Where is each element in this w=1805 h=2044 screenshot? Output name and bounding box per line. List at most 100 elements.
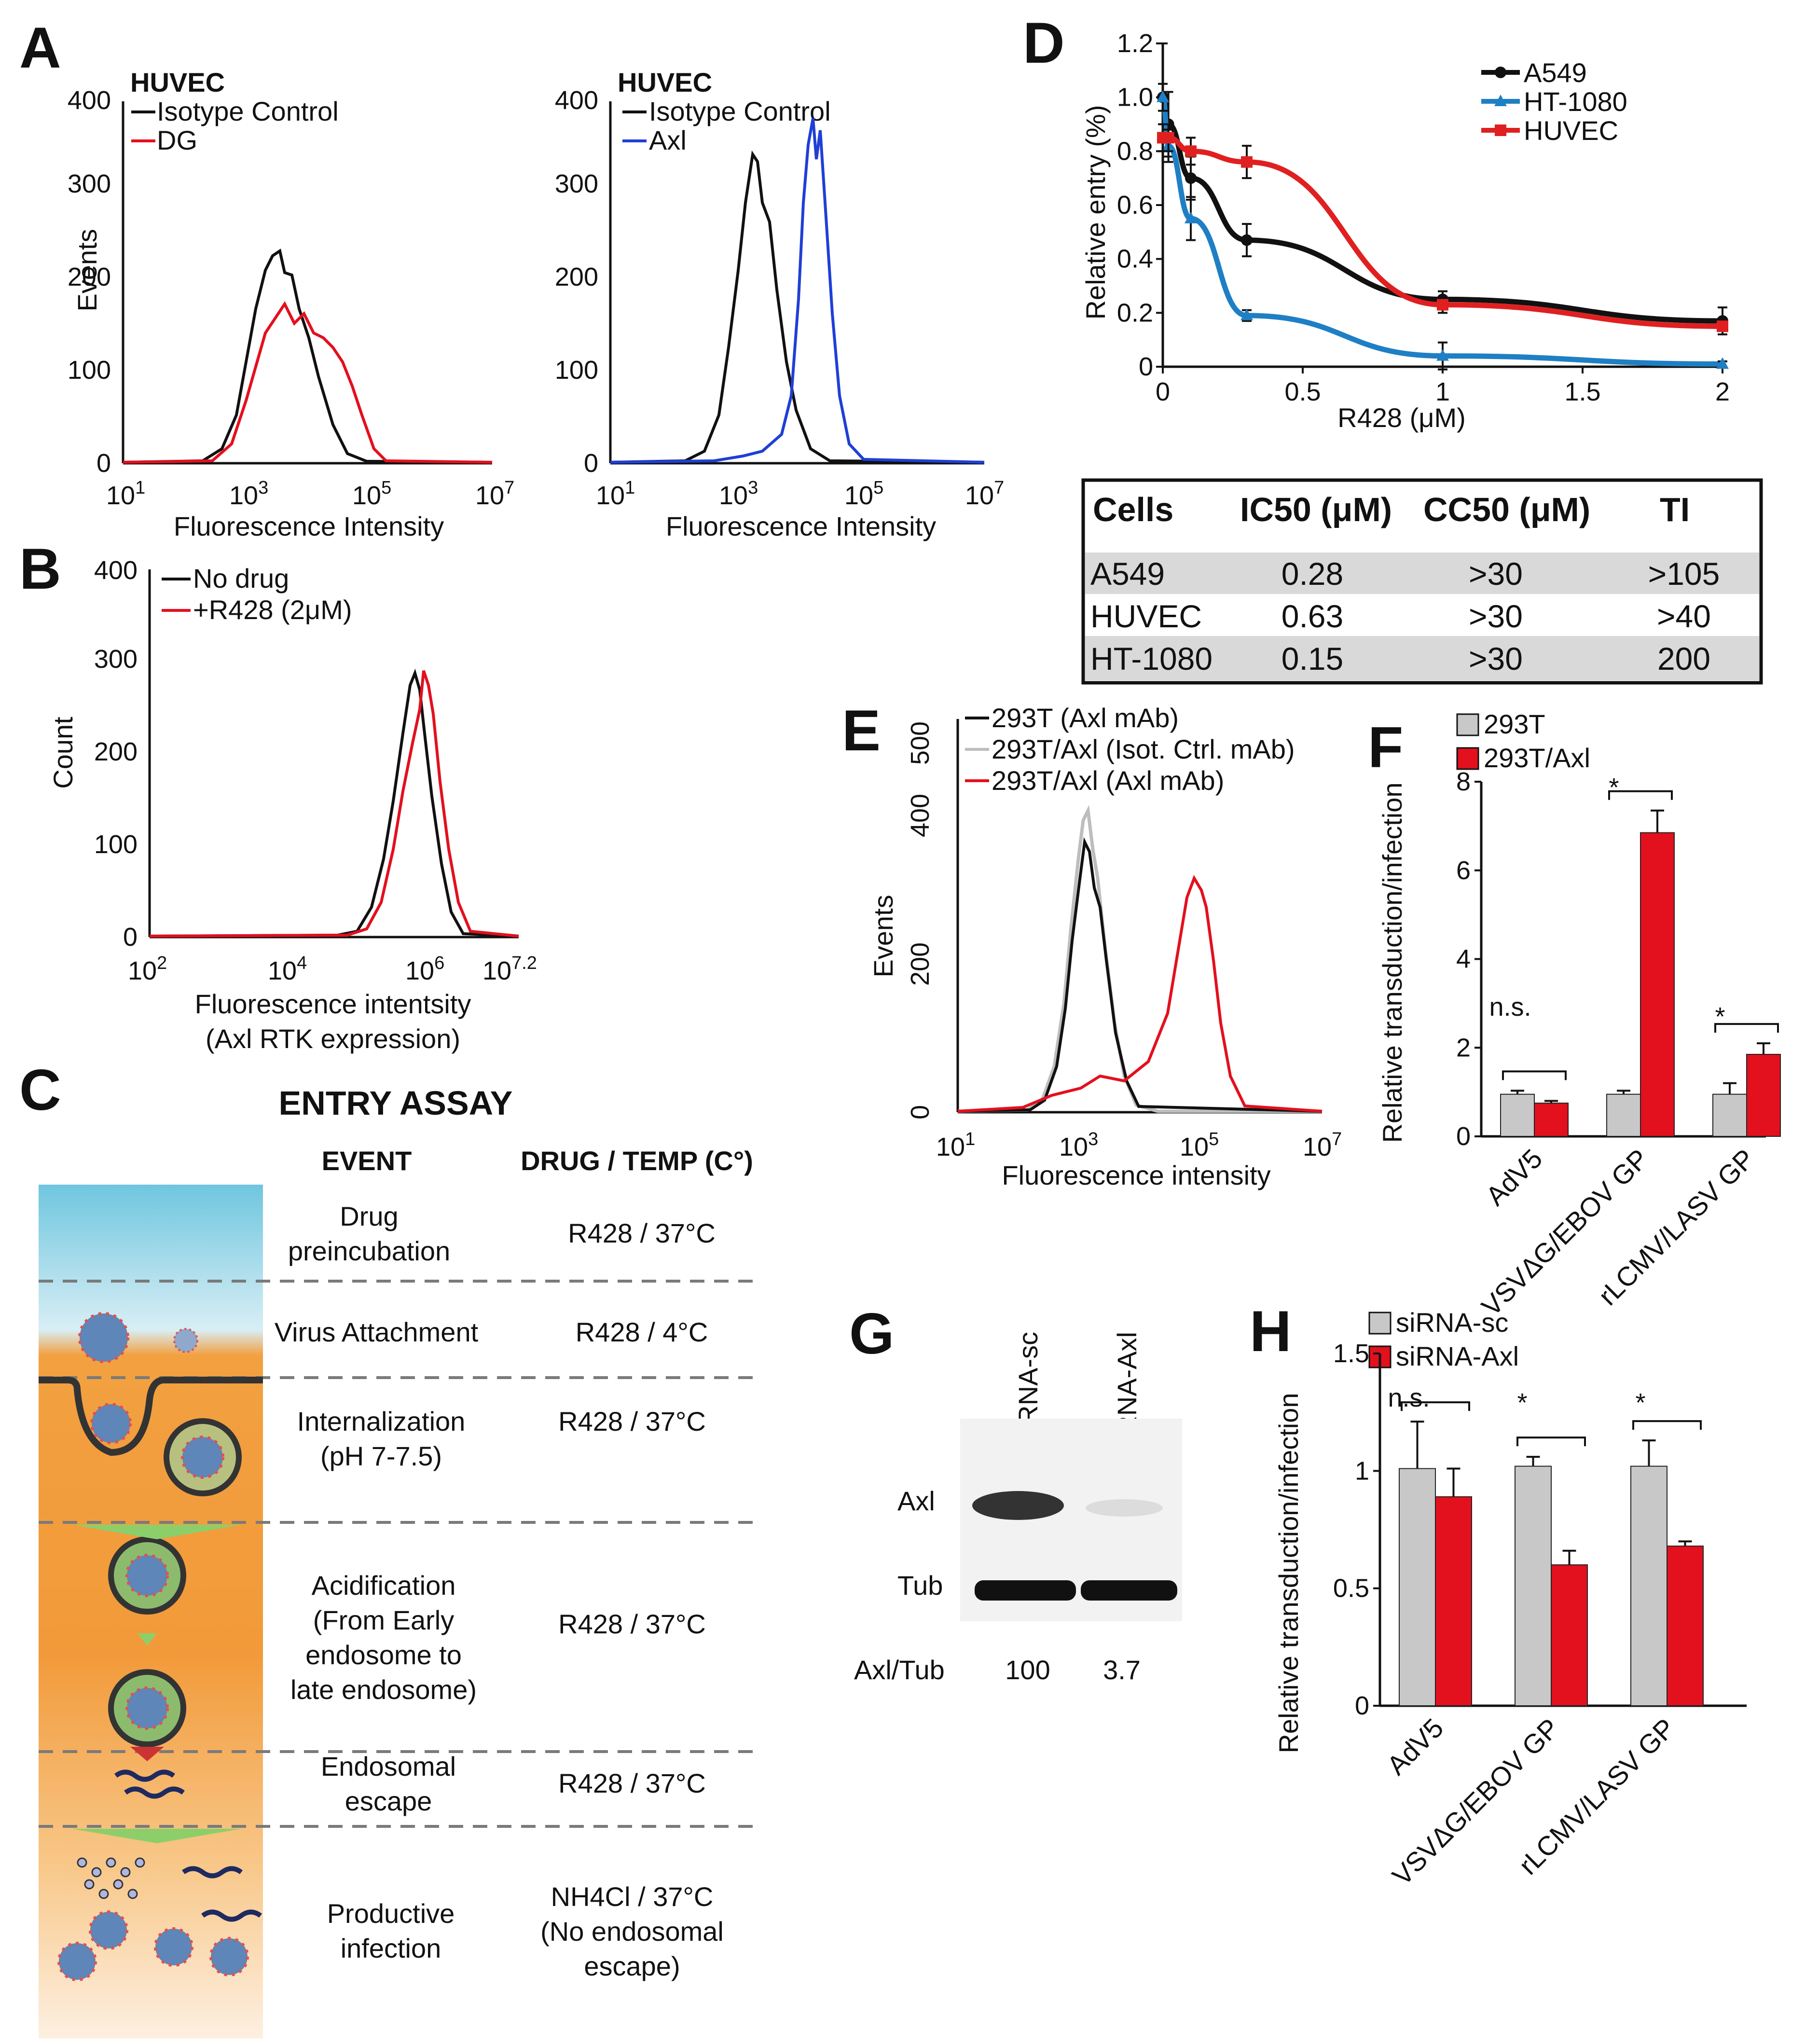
panel-c-drug-1: R428 / 4°C: [576, 1317, 708, 1347]
panel-b-ytick-2: 200: [94, 737, 138, 766]
panel-g-ratio-0: 100: [1005, 1655, 1050, 1685]
panel-h-bar: [1551, 1564, 1588, 1706]
panel-b-xlabel: Fluorescence intentsity: [195, 989, 471, 1019]
table-cell: >40: [1657, 598, 1711, 634]
panel-a-left-ytick-4: 400: [68, 86, 111, 115]
panel-letter-b: B: [19, 537, 61, 601]
panel-f-significance-bracket: [1714, 1023, 1779, 1033]
panel-d-point: [1436, 349, 1449, 361]
panel-d-series-line: [1160, 95, 1723, 324]
panel-f-bar: [1640, 832, 1675, 1137]
panel-d-point: [1716, 357, 1729, 369]
panel-a-left-xtick-3: 107: [475, 478, 514, 510]
panel-a-right-xticks: 101 103 105 107: [596, 478, 1004, 510]
panel-f-sig-0: n.s.: [1489, 993, 1531, 1022]
panel-b-ytick-0: 0: [123, 923, 138, 952]
panel-f-legend-0: 293T: [1484, 709, 1545, 739]
panel-a-right-yticks: 0 100 200 300 400: [555, 86, 598, 478]
panel-a-right-curve-axl: [610, 118, 985, 464]
panel-b-xticks: 102 104 106 107.2: [128, 953, 537, 985]
panel-a-right-ytick-3: 300: [555, 169, 598, 198]
panel-e-yticks: 0 200 400 500: [906, 721, 935, 1119]
panel-g-band-0: Axl: [897, 1486, 935, 1516]
panel-letter-a: A: [19, 15, 61, 80]
panel-a-right-ytick-2: 200: [555, 262, 598, 291]
panel-a-right-title: HUVEC: [618, 67, 712, 97]
panel-a-right-legend-0: Isotype Control: [649, 96, 831, 126]
panel-g-band-axl-si: [1086, 1499, 1163, 1517]
table-cell: >30: [1469, 598, 1523, 634]
panel-e-xticks: 101 103 105 107: [936, 1129, 1342, 1161]
panel-b-legend-1: +R428 (2μM): [193, 594, 352, 625]
panel-b-curve-nodrug: [149, 668, 519, 938]
panel-e-legend-2: 293T/Axl (Axl mAb): [992, 765, 1224, 796]
panel-h-ytick-label: 0.5: [1333, 1574, 1369, 1603]
panel-c-drug-5-line-0: NH4Cl / 37°C: [551, 1881, 714, 1912]
panel-g-band-tub-si: [1081, 1580, 1177, 1601]
panel-f-ytick-label: 2: [1456, 1033, 1471, 1062]
table-header-0: Cells: [1093, 491, 1173, 528]
panel-d-point: [1185, 145, 1197, 157]
progeny-virus-icon: [57, 1857, 249, 1981]
panel-d-ytick-label: 1.0: [1117, 83, 1153, 112]
panel-c-drug-3: R428 / 37°C: [558, 1609, 706, 1639]
panel-c-event-4-line-0: Endosomal: [321, 1751, 456, 1782]
panel-c-drug-0: R428 / 37°C: [568, 1218, 716, 1248]
panel-f-bar: [1606, 1093, 1641, 1137]
panel-e-ytick-3: 500: [906, 721, 935, 765]
virus-particle-icon: [78, 1312, 198, 1444]
panel-a-right-ytick-4: 400: [555, 86, 598, 115]
table-cell: HUVEC: [1090, 598, 1202, 634]
panel-h-significance-bracket: [1516, 1436, 1586, 1447]
panel-d-xlabel: R428 (μM): [1337, 402, 1466, 433]
panel-d-xtick-label: 1.5: [1564, 377, 1600, 406]
panel-d-xtick-label: 0: [1156, 377, 1170, 406]
panel-h-bar: [1630, 1465, 1667, 1706]
panel-a-left-ylabel: Events: [72, 229, 102, 311]
panel-c-event-3-line-1: (From Early: [313, 1605, 454, 1635]
table-cell: HT-1080: [1090, 641, 1213, 677]
panel-e-xlabel: Fluorescence intensity: [1002, 1160, 1270, 1190]
panel-a-left-xticks: 101 103 105 107: [106, 478, 514, 510]
panel-d-legend-label: HUVEC: [1524, 115, 1618, 146]
panel-c-event-3-line-2: endosome to: [305, 1640, 462, 1670]
panel-c-event-5-line-0: Productive: [327, 1898, 455, 1929]
panel-a-left-title: HUVEC: [130, 67, 225, 97]
panel-f-ytick-label: 0: [1456, 1122, 1471, 1151]
table-cell: >30: [1469, 641, 1523, 677]
panel-d-series-line: [1162, 135, 1723, 329]
panel-a-left-curve-dg: [123, 301, 493, 464]
table-cell: 200: [1657, 641, 1710, 677]
panel-c-event-2-line-1: (pH 7-7.5): [320, 1441, 442, 1471]
panel-e: E 293T (Axl mAb) 293T/Axl (Isot. Ctrl. m…: [842, 698, 1342, 1190]
panel-e-xtick-3: 107: [1303, 1129, 1342, 1161]
table-header-3: TI: [1660, 491, 1690, 528]
panel-h-bar: [1399, 1468, 1436, 1706]
panel-a-left-xlabel: Fluorescence Intensity: [174, 511, 444, 541]
panel-h-legend-1: siRNA-Axl: [1396, 1341, 1519, 1371]
table-cell: >30: [1469, 556, 1523, 592]
panel-f-sig-1: *: [1609, 773, 1619, 802]
panel-a-right-legend-1: Axl: [649, 125, 687, 155]
panel-f: F 293T 293T/Axl Relative transduction/in…: [1368, 709, 1781, 1322]
panel-d-legend-label: HT-1080: [1524, 86, 1627, 117]
panel-f-bar: [1746, 1054, 1781, 1137]
panel-b-ytick-3: 300: [94, 645, 138, 674]
panel-f-bar: [1500, 1093, 1535, 1137]
panel-c-event-0-line-1: preincubation: [288, 1236, 450, 1266]
panel-b-ytick-1: 100: [94, 830, 138, 859]
panel-f-bar: [1534, 1103, 1569, 1137]
panel-d-ytick-label: 0.8: [1117, 137, 1153, 166]
panel-e-legend-1: 293T/Axl (Isot. Ctrl. mAb): [992, 734, 1295, 764]
panel-c-col-drug: DRUG / TEMP (C°): [521, 1146, 753, 1176]
panel-b-ylabel: Count: [48, 717, 78, 789]
panel-d-point: [1240, 308, 1253, 320]
panel-h-legend-0: siRNA-sc: [1396, 1307, 1508, 1338]
panel-c: C ENTRY ASSAY EVENT DRUG / TEMP (C°): [19, 1058, 758, 2039]
panel-b-legend-0: No drug: [193, 563, 289, 594]
panel-a-left-xtick-1: 103: [229, 478, 268, 510]
panel-e-curve-293t-black: [957, 837, 1323, 1113]
panel-a-left-legend-1: DG: [157, 125, 197, 155]
